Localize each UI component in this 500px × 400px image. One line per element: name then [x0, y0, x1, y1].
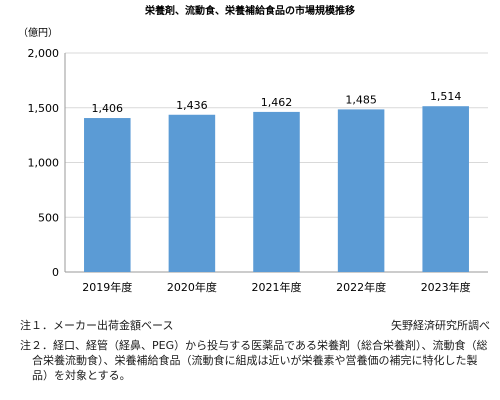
data-labels: 1,406 1,436 1,462 1,485 1,514	[92, 90, 462, 115]
data-label: 1,462	[261, 96, 293, 109]
note-1: 注１．メーカー出荷金額ベース	[20, 319, 174, 332]
note-2: 注２．経口、経管（経鼻、PEG）から投与する医薬品である栄養剤（総合栄養剤）、流…	[20, 339, 488, 382]
data-label: 1,514	[430, 90, 462, 103]
x-tick-label: 2021年度	[252, 280, 302, 294]
y-tick-label: 1,500	[28, 102, 60, 115]
y-tick-label: 0	[52, 266, 59, 279]
data-label: 1,406	[92, 102, 124, 115]
chart-title: 栄養剤、流動食、栄養補給食品の市場規模推移	[144, 4, 355, 17]
notes: 注１．メーカー出荷金額ベース 矢野経済研究所調べ 注２．経口、経管（経鼻、PEG…	[20, 318, 490, 383]
bar	[168, 114, 216, 273]
bar	[84, 118, 131, 272]
bar-chart: 栄養剤、流動食、栄養補給食品の市場規模推移 （億円） 0 500 1,000 1,50…	[18, 4, 488, 294]
bar	[337, 109, 385, 272]
y-tick-label: 2,000	[28, 47, 60, 60]
source-credit: 矢野経済研究所調べ	[391, 319, 490, 332]
y-tick-label: 1,000	[28, 157, 60, 170]
data-label: 1,485	[345, 93, 377, 106]
bar	[253, 111, 300, 272]
x-tick-label: 2020年度	[167, 280, 217, 294]
bars	[84, 106, 469, 273]
x-tick-label: 2019年度	[82, 280, 132, 294]
y-tick-labels: 0 500 1,000 1,500 2,000	[28, 47, 60, 279]
x-tick-label: 2023年度	[421, 280, 471, 294]
x-tick-label: 2022年度	[336, 280, 386, 294]
bar	[422, 106, 469, 272]
y-axis-unit: （億円）	[18, 26, 58, 39]
data-label: 1,436	[176, 99, 208, 112]
y-tick-label: 500	[38, 211, 59, 224]
x-tick-labels: 2019年度 2020年度 2021年度 2022年度 2023年度	[82, 280, 470, 294]
